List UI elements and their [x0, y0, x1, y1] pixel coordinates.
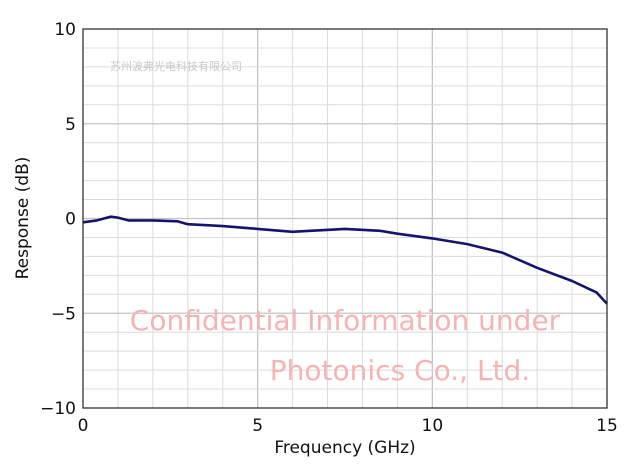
plot-frame: [82, 28, 608, 409]
y-tick-label: 10: [54, 20, 76, 40]
watermark: 苏州波弗光电科技有限公司 Confidential Information und…: [110, 59, 561, 387]
y-tick-label: −10: [40, 399, 76, 419]
y-tick-label: −5: [51, 304, 76, 324]
x-tick-label: 0: [78, 416, 89, 436]
series-layer: [82, 215, 608, 305]
watermark-line2: Photonics Co., Ltd.: [270, 354, 530, 387]
grid: [83, 29, 607, 408]
response-line: [82, 215, 608, 305]
x-tick-label: 10: [422, 416, 444, 436]
tick-labels: 0 5 10 15 −10 −5 0 5 10: [40, 20, 618, 436]
x-axis-label: Frequency (GHz): [274, 438, 415, 458]
watermark-line1: Confidential Information under: [130, 304, 561, 337]
x-tick-label: 5: [252, 416, 263, 436]
watermark-company: 苏州波弗光电科技有限公司: [110, 59, 242, 73]
x-tick-label: 15: [596, 416, 618, 436]
y-tick-label: 0: [65, 210, 76, 230]
y-axis-label: Response (dB): [13, 157, 33, 280]
y-tick-label: 5: [65, 115, 76, 135]
